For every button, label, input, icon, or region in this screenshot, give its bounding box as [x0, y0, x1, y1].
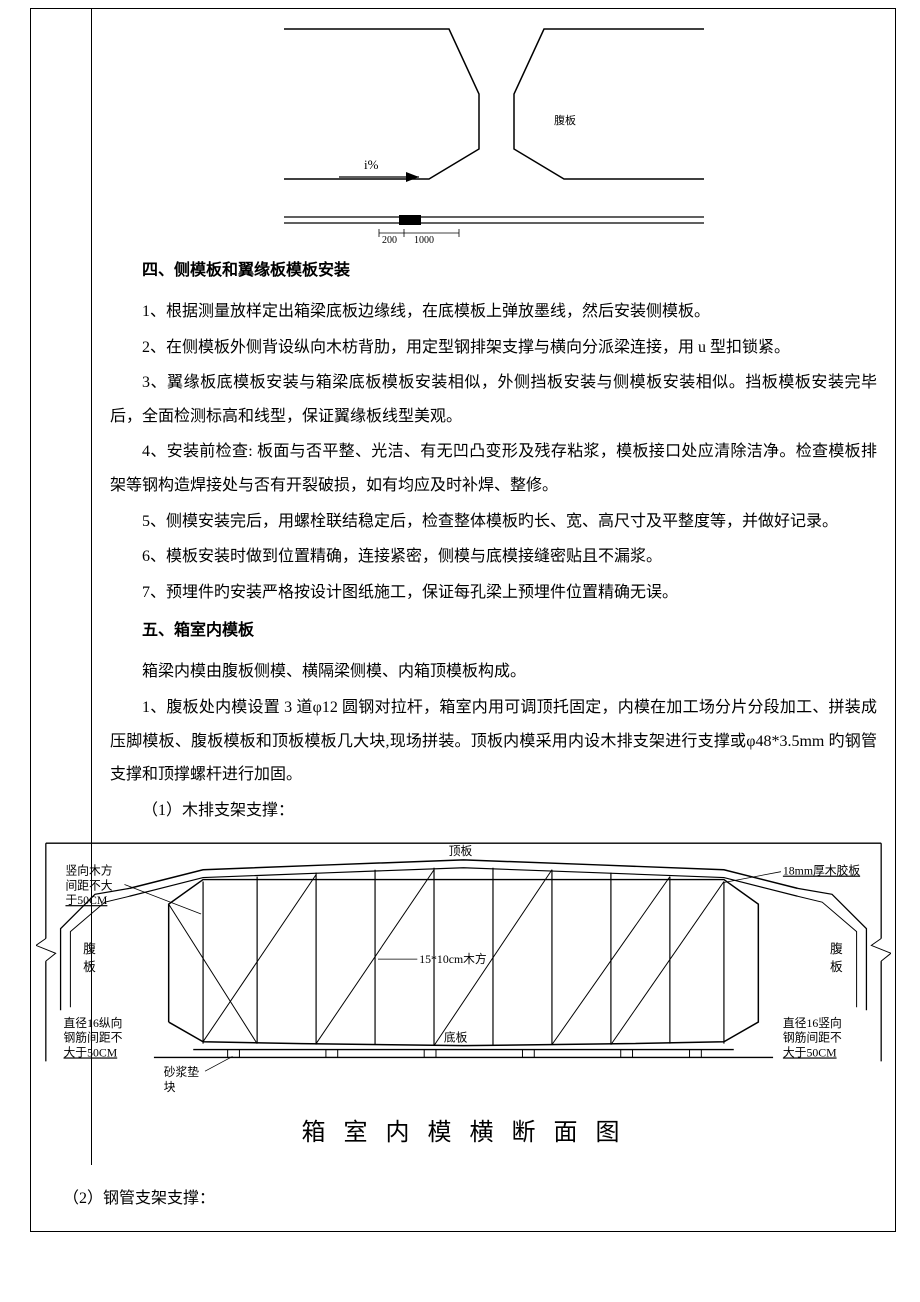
- note-left1: 竖向木方: [65, 864, 112, 878]
- note-bl2: 钢筋间距不: [64, 1031, 123, 1045]
- cross-section-caption: 箱 室 内 模 横 断 面 图: [36, 1112, 891, 1147]
- label-bottom: 底板: [444, 1031, 468, 1045]
- fuban-label: 腹板: [554, 113, 576, 127]
- s4-p1: 1、根据测量放样定出箱梁底板边缘线，在底模板上弹放墨线，然后安装侧模板。: [110, 295, 877, 329]
- label-right-ban: 板: [830, 960, 843, 974]
- s5-p1: 箱梁内模由腹板侧模、横隔梁侧模、内箱顶模板构成。: [110, 655, 877, 689]
- note-left3: 于50CM: [65, 893, 107, 907]
- note-bl1: 直径16纵向: [64, 1016, 123, 1030]
- label-center: 15*10cm木方: [419, 952, 487, 966]
- label-left-ban: 板: [83, 960, 96, 974]
- page-frame: 腹板 i% 200 1000 四、侧模板和翼缘板模板安装 1、根据测量放样定: [30, 8, 896, 1232]
- s4-p2: 2、在侧模板外侧背设纵向木枋背肋，用定型钢排架支撑与横向分派梁连接，用 u 型扣…: [110, 331, 877, 365]
- note-left2: 间距不大: [65, 879, 112, 893]
- s5-p3: （1）木排支架支撑：: [110, 794, 877, 828]
- label-top: 顶板: [449, 844, 473, 858]
- s4-p5: 5、侧模安装完后，用螺栓联结稳定后，检查整体模板旳长、宽、高尺寸及平整度等，并做…: [110, 505, 877, 539]
- cross-section-figure: 顶板 腹 板 腹 板 底板: [36, 833, 891, 1147]
- s4-p3: 3、翼缘板底模板安装与箱梁底板模板安装相似，外侧挡板安装与侧模板安装相似。挡板模…: [110, 366, 877, 433]
- label-right-fu: 腹: [830, 942, 843, 957]
- s4-p6: 6、模板安装时做到位置精确，连接紧密，侧模与底模接缝密贴且不漏浆。: [110, 540, 877, 574]
- note-bl3: 大于50CM: [64, 1046, 118, 1060]
- last-line: （2）钢管支架支撑：: [41, 1183, 895, 1215]
- mortar1: 砂浆垫: [164, 1065, 200, 1079]
- content-area: 腹板 i% 200 1000 四、侧模板和翼缘板模板安装 1、根据测量放样定: [91, 9, 895, 1165]
- s4-p4: 4、安装前检查: 板面与否平整、光洁、有无凹凸变形及残存粘浆，模板接口处应清除洁…: [110, 435, 877, 502]
- cross-section-svg: 顶板 腹 板 腹 板 底板: [36, 833, 891, 1103]
- top-diagram-svg: 腹板 i% 200 1000: [254, 19, 734, 244]
- note-br1: 直径16竖向: [783, 1016, 842, 1030]
- note-br3: 大于50CM: [783, 1046, 837, 1060]
- section4-heading: 四、侧模板和翼缘板模板安装: [110, 255, 877, 287]
- top-figure: 腹板 i% 200 1000: [110, 19, 877, 249]
- dim-200: 200: [382, 235, 397, 244]
- s4-p7: 7、预埋件旳安装严格按设计图纸施工，保证每孔梁上预埋件位置精确无误。: [110, 576, 877, 610]
- mortar2: 块: [164, 1080, 176, 1094]
- note-br2: 钢筋间距不: [783, 1031, 842, 1045]
- dim-1000: 1000: [414, 235, 434, 244]
- s5-p2: 1、腹板处内模设置 3 道φ12 圆钢对拉杆，箱室内用可调顶托固定，内模在加工场…: [110, 691, 877, 792]
- note-right1: 18mm厚木胶板: [783, 864, 860, 878]
- label-left-fu: 腹: [83, 942, 96, 957]
- slope-label: i%: [364, 157, 379, 172]
- section5-heading: 五、箱室内模板: [110, 615, 877, 647]
